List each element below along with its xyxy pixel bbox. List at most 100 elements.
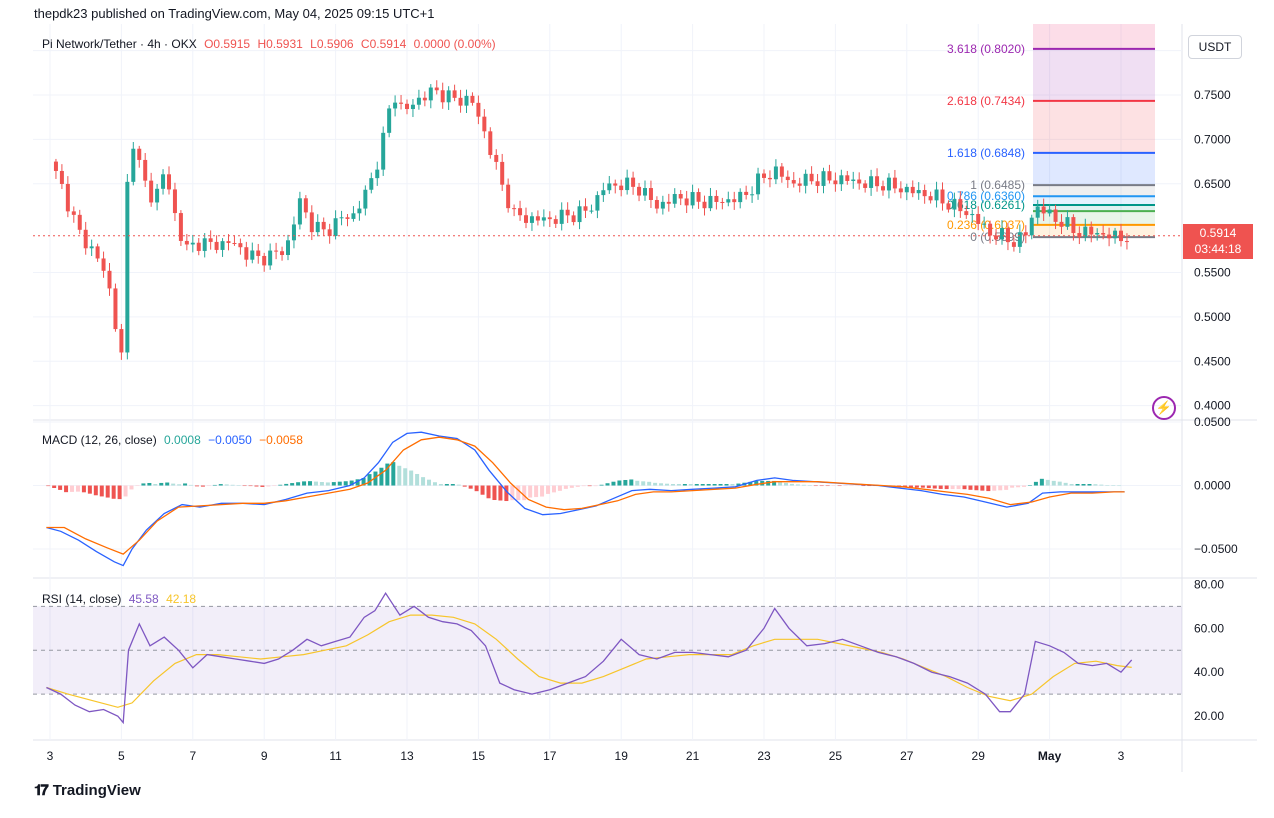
candle-body [321, 221, 326, 230]
candle-body [577, 206, 582, 223]
candle-body [637, 186, 642, 196]
chart-area[interactable]: 3 5 7 9 11 13 15 17 19 21 23 25 27 29 May 3 0.4000 0.4500… [33, 10, 1257, 772]
macd-histogram-bar [1045, 479, 1050, 486]
candle-body [101, 258, 106, 271]
candle-body [71, 211, 76, 215]
price-tick-label: 0.6500 [1194, 177, 1231, 191]
macd-histogram-bar [427, 479, 432, 486]
change-value: 0.0000 (0.00%) [413, 37, 496, 51]
x-tick-label: 15 [472, 749, 486, 763]
macd-histogram-bar [611, 481, 616, 486]
candle-body [940, 189, 945, 204]
candle-body [672, 194, 677, 204]
macd-histogram-bar [1057, 481, 1062, 486]
macd-histogram-bar [772, 480, 777, 486]
candle-body [387, 108, 392, 133]
fib-level-label: 1 (0.6485) [970, 178, 1025, 192]
candle-body [815, 181, 820, 186]
currency-button[interactable]: USDT [1188, 35, 1242, 59]
candle-body [684, 198, 689, 206]
macd-histogram-bar [992, 485, 997, 491]
candle-body [452, 90, 457, 98]
macd-histogram-bar [498, 485, 503, 501]
price-tick-label: 0.7500 [1194, 88, 1231, 102]
macd-histogram-bar [397, 465, 402, 486]
candle-body [1041, 206, 1046, 214]
candle-body [654, 199, 659, 209]
candle-body [458, 97, 463, 106]
candle-body [875, 176, 880, 187]
candle-body [262, 255, 267, 266]
macd-histogram-bar [248, 485, 253, 487]
macd-histogram-bar [1093, 484, 1098, 486]
macd-histogram-bar [432, 482, 437, 486]
macd-histogram-bar [819, 485, 824, 487]
macd-histogram-bar [1004, 485, 1009, 490]
candle-body [220, 241, 225, 250]
fib-zone [1033, 100, 1155, 153]
tradingview-logo-icon: 𝟏𝟕 [34, 782, 49, 799]
candle-body [756, 173, 761, 195]
macd-histogram-bar [189, 484, 194, 486]
macd-histogram-bar [813, 485, 818, 487]
macd-histogram-bar [135, 485, 140, 487]
candle-body [1000, 228, 1004, 240]
candle-body [898, 188, 903, 193]
candle-body [333, 218, 338, 237]
tradingview-brand[interactable]: 𝟏𝟕 TradingView [34, 782, 141, 799]
fib-level-label: 1.618 (0.6848) [947, 146, 1025, 160]
macd-histogram-bar [843, 485, 848, 487]
macd-histogram-bar [504, 485, 509, 502]
macd-histogram-bar [462, 485, 467, 487]
candle-body [440, 90, 445, 103]
candle-body [119, 329, 124, 353]
macd-histogram-bar [218, 484, 223, 486]
macd-histogram-bar [373, 471, 378, 486]
fib-zone [1033, 16, 1155, 49]
macd-histogram-bar [581, 485, 586, 487]
lightning-icon[interactable]: ⚡ [1152, 396, 1176, 420]
chart-svg[interactable]: 3 5 7 9 11 13 15 17 19 21 23 25 27 29 May 3 0.4000 0.4500… [33, 10, 1257, 772]
macd-histogram-bar [974, 485, 979, 491]
candle-body [410, 104, 415, 110]
rsi-name[interactable]: RSI (14, close) [42, 592, 122, 606]
candle-body [529, 216, 534, 223]
candle-body [982, 223, 987, 225]
candle-body [250, 250, 255, 260]
candle-body [1005, 228, 1010, 243]
candle-body [690, 192, 695, 206]
macd-histogram-bar [540, 485, 545, 497]
macd-tick-label: 0.0500 [1194, 415, 1231, 429]
candle-body [381, 132, 386, 170]
symbol-label[interactable]: Pi Network/Tether · 4h · OKX [42, 37, 197, 51]
price-tick-label: 0.4000 [1194, 399, 1231, 413]
macd-histogram-bar [908, 485, 913, 488]
x-tick-label: 25 [829, 749, 843, 763]
candle-body [1011, 242, 1016, 247]
candle-body [1107, 234, 1112, 239]
macd-hist-value: 0.0008 [164, 433, 201, 447]
candle-body [916, 190, 921, 194]
candle-body [53, 161, 58, 171]
macd-histogram-bar [75, 485, 80, 492]
macd-histogram-bar [52, 485, 57, 489]
macd-histogram-bar [123, 485, 128, 497]
candle-body [541, 217, 546, 221]
macd-histogram-bar [159, 482, 164, 486]
macd-histogram-bar [230, 484, 235, 486]
x-tick-label: 9 [261, 749, 268, 763]
candle-body [1065, 217, 1070, 227]
x-tick-label: 7 [189, 749, 196, 763]
macd-name[interactable]: MACD (12, 26, close) [42, 433, 157, 447]
candle-body [226, 241, 231, 243]
macd-histogram-bar [87, 485, 92, 494]
macd-histogram-bar [1099, 484, 1104, 486]
macd-histogram-bar [950, 485, 955, 490]
macd-signal-value: −0.0058 [259, 433, 303, 447]
candle-body [1095, 232, 1100, 235]
candle-body [767, 177, 772, 180]
x-tick-label: 19 [615, 749, 629, 763]
macd-histogram-bar [343, 481, 348, 486]
price-legend: Pi Network/Tether · 4h · OKX O0.5915 H0.… [42, 37, 500, 51]
candle-body [202, 238, 207, 251]
